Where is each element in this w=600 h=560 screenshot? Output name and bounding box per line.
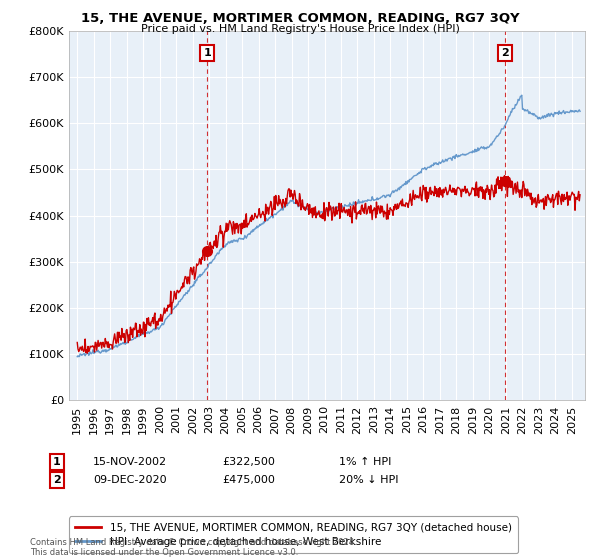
- Text: 15, THE AVENUE, MORTIMER COMMON, READING, RG7 3QY: 15, THE AVENUE, MORTIMER COMMON, READING…: [80, 12, 520, 25]
- Text: 2: 2: [53, 475, 61, 485]
- Text: 1: 1: [203, 48, 211, 58]
- Legend: 15, THE AVENUE, MORTIMER COMMON, READING, RG7 3QY (detached house), HPI: Average: 15, THE AVENUE, MORTIMER COMMON, READING…: [69, 516, 518, 553]
- Text: 20% ↓ HPI: 20% ↓ HPI: [339, 475, 398, 485]
- Text: £475,000: £475,000: [222, 475, 275, 485]
- Text: £322,500: £322,500: [222, 457, 275, 467]
- Text: Contains HM Land Registry data © Crown copyright and database right 2024.
This d: Contains HM Land Registry data © Crown c…: [30, 538, 356, 557]
- Text: Price paid vs. HM Land Registry's House Price Index (HPI): Price paid vs. HM Land Registry's House …: [140, 24, 460, 34]
- Text: 15-NOV-2002: 15-NOV-2002: [93, 457, 167, 467]
- Text: 1: 1: [53, 457, 61, 467]
- Text: 09-DEC-2020: 09-DEC-2020: [93, 475, 167, 485]
- Text: 1% ↑ HPI: 1% ↑ HPI: [339, 457, 391, 467]
- Text: 2: 2: [501, 48, 509, 58]
